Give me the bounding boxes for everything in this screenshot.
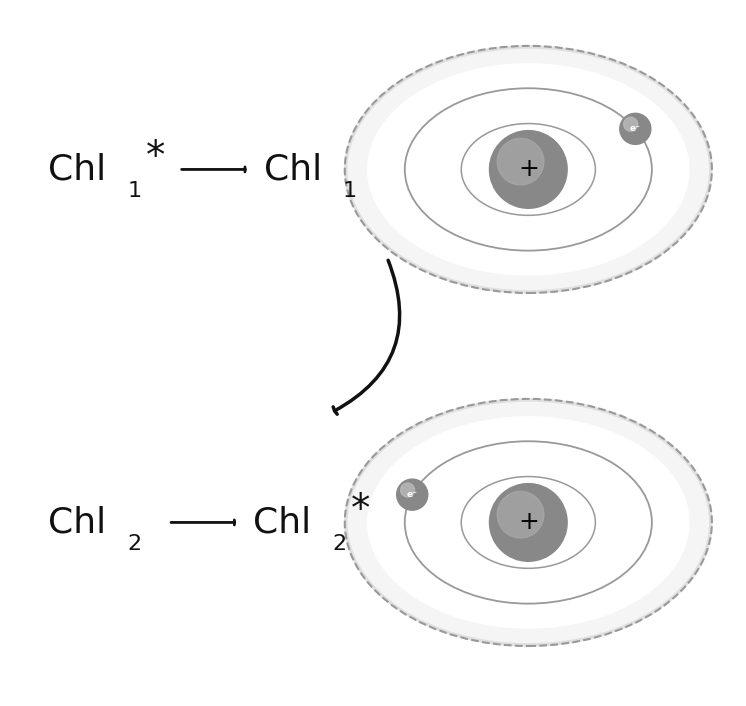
Ellipse shape xyxy=(501,151,556,188)
Ellipse shape xyxy=(419,448,639,597)
Ellipse shape xyxy=(498,138,544,185)
Text: Chl: Chl xyxy=(48,152,107,186)
Text: 1: 1 xyxy=(128,181,142,201)
Ellipse shape xyxy=(345,46,712,293)
Ellipse shape xyxy=(519,516,538,529)
Ellipse shape xyxy=(400,436,656,609)
Ellipse shape xyxy=(455,473,602,572)
Ellipse shape xyxy=(363,411,694,634)
Ellipse shape xyxy=(464,126,592,213)
Ellipse shape xyxy=(381,71,675,268)
Text: Chl: Chl xyxy=(48,505,107,539)
Ellipse shape xyxy=(483,491,574,554)
Ellipse shape xyxy=(620,113,651,145)
Text: 2: 2 xyxy=(128,534,142,554)
Ellipse shape xyxy=(345,399,712,646)
Ellipse shape xyxy=(409,89,648,250)
Ellipse shape xyxy=(501,504,556,541)
Ellipse shape xyxy=(368,417,689,628)
Text: *: * xyxy=(351,491,370,529)
Text: 2: 2 xyxy=(332,534,346,554)
Ellipse shape xyxy=(372,64,684,275)
Text: Chl: Chl xyxy=(263,152,322,186)
Ellipse shape xyxy=(489,131,567,208)
Ellipse shape xyxy=(489,484,567,561)
Ellipse shape xyxy=(419,95,639,244)
Ellipse shape xyxy=(400,83,656,256)
Ellipse shape xyxy=(391,77,666,262)
Text: *: * xyxy=(145,138,165,176)
Ellipse shape xyxy=(473,486,583,559)
Ellipse shape xyxy=(498,491,544,538)
Ellipse shape xyxy=(436,107,620,231)
Ellipse shape xyxy=(436,460,620,585)
Ellipse shape xyxy=(348,49,709,289)
Text: 1: 1 xyxy=(342,181,357,201)
Ellipse shape xyxy=(354,52,703,287)
Text: e⁻: e⁻ xyxy=(630,124,641,133)
Text: +: + xyxy=(518,157,539,181)
Ellipse shape xyxy=(445,467,611,578)
Ellipse shape xyxy=(397,479,427,510)
Ellipse shape xyxy=(409,442,648,603)
Ellipse shape xyxy=(492,145,565,194)
Text: e⁻: e⁻ xyxy=(407,490,418,499)
Ellipse shape xyxy=(483,138,574,201)
Text: +: + xyxy=(518,510,539,534)
Ellipse shape xyxy=(368,64,689,275)
Ellipse shape xyxy=(391,430,666,615)
Ellipse shape xyxy=(510,510,547,535)
Ellipse shape xyxy=(519,163,538,176)
Ellipse shape xyxy=(473,133,583,206)
Ellipse shape xyxy=(464,479,592,566)
Ellipse shape xyxy=(445,114,611,225)
Ellipse shape xyxy=(348,402,709,642)
Ellipse shape xyxy=(427,102,630,237)
Ellipse shape xyxy=(455,120,602,219)
Text: Chl: Chl xyxy=(253,505,311,539)
Ellipse shape xyxy=(363,58,694,280)
Ellipse shape xyxy=(354,405,703,640)
Ellipse shape xyxy=(510,157,547,181)
Ellipse shape xyxy=(624,117,638,131)
Ellipse shape xyxy=(427,455,630,590)
Ellipse shape xyxy=(381,424,675,621)
Ellipse shape xyxy=(492,498,565,547)
Ellipse shape xyxy=(401,483,415,497)
Ellipse shape xyxy=(372,417,684,628)
